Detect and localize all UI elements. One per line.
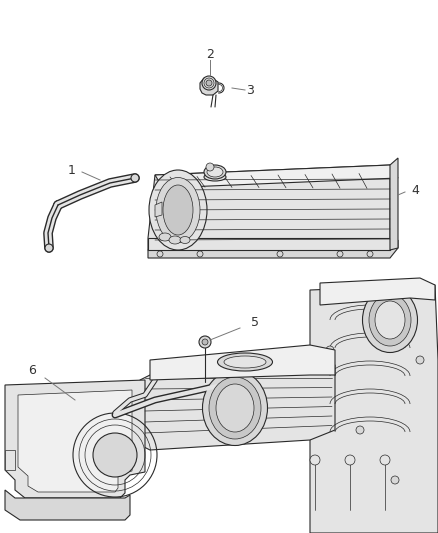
Circle shape — [131, 174, 139, 182]
Text: 5: 5 — [251, 316, 259, 328]
Circle shape — [326, 346, 334, 354]
Circle shape — [206, 163, 214, 171]
Circle shape — [199, 336, 211, 348]
Circle shape — [157, 251, 163, 257]
Circle shape — [356, 426, 364, 434]
Polygon shape — [148, 240, 398, 258]
Circle shape — [345, 455, 355, 465]
Polygon shape — [18, 390, 132, 492]
Polygon shape — [390, 158, 398, 250]
Text: 4: 4 — [411, 183, 419, 197]
Circle shape — [380, 455, 390, 465]
Ellipse shape — [375, 301, 405, 339]
Circle shape — [45, 244, 53, 252]
Ellipse shape — [156, 177, 200, 243]
Polygon shape — [155, 165, 398, 188]
Circle shape — [337, 251, 343, 257]
Polygon shape — [150, 345, 335, 380]
Ellipse shape — [202, 370, 268, 446]
Ellipse shape — [163, 185, 193, 235]
Circle shape — [206, 80, 212, 86]
Ellipse shape — [369, 294, 411, 346]
Ellipse shape — [159, 233, 171, 241]
Ellipse shape — [216, 384, 254, 432]
Circle shape — [93, 433, 137, 477]
Text: 1: 1 — [68, 164, 76, 176]
Polygon shape — [140, 360, 335, 450]
Ellipse shape — [207, 167, 223, 177]
Polygon shape — [5, 380, 145, 498]
Ellipse shape — [204, 173, 226, 181]
Polygon shape — [5, 490, 130, 520]
Circle shape — [197, 251, 203, 257]
Circle shape — [204, 78, 214, 88]
Polygon shape — [155, 202, 162, 217]
Polygon shape — [5, 450, 15, 470]
Polygon shape — [148, 238, 390, 250]
Polygon shape — [310, 285, 438, 533]
Text: 3: 3 — [246, 84, 254, 96]
Ellipse shape — [363, 287, 417, 352]
Ellipse shape — [224, 356, 266, 368]
Circle shape — [416, 356, 424, 364]
Ellipse shape — [209, 377, 261, 439]
Ellipse shape — [204, 165, 226, 179]
Ellipse shape — [180, 237, 190, 244]
Circle shape — [391, 476, 399, 484]
Text: 2: 2 — [206, 49, 214, 61]
Circle shape — [310, 455, 320, 465]
Polygon shape — [320, 278, 435, 305]
Ellipse shape — [169, 236, 181, 244]
Circle shape — [367, 251, 373, 257]
Circle shape — [277, 251, 283, 257]
Ellipse shape — [149, 170, 207, 250]
Circle shape — [202, 339, 208, 345]
Text: 6: 6 — [28, 364, 36, 376]
Polygon shape — [148, 165, 390, 250]
Circle shape — [202, 76, 216, 90]
Polygon shape — [200, 78, 218, 95]
Ellipse shape — [218, 353, 272, 371]
